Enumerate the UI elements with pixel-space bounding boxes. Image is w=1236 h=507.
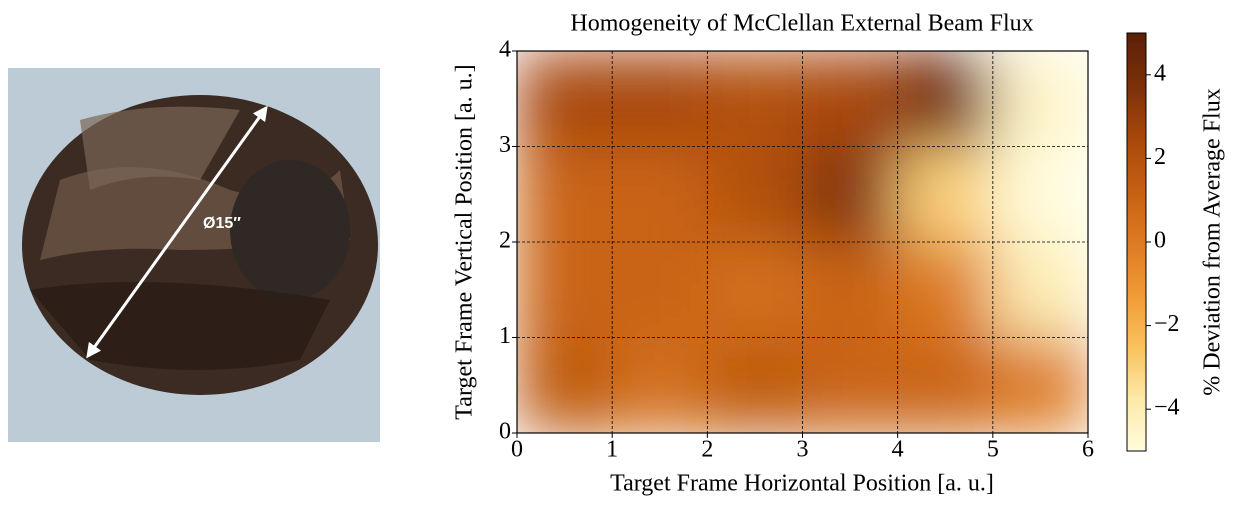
heatmap-cell xyxy=(612,147,708,243)
heatmap-cell xyxy=(993,338,1089,434)
colorbar-tick-label: −4 xyxy=(1154,395,1180,421)
x-tick-label: 0 xyxy=(511,437,523,463)
x-tick-label: 4 xyxy=(892,437,904,463)
chart-title: Homogeneity of McClellan External Beam F… xyxy=(570,11,1033,37)
heatmap-cell xyxy=(517,242,613,338)
heatmap-cell xyxy=(993,51,1089,147)
photo: Ø15″ xyxy=(8,68,380,442)
heatmap-cell xyxy=(707,51,803,147)
x-tick-label: 6 xyxy=(1082,437,1094,463)
x-axis-label: Target Frame Horizontal Position [a. u.] xyxy=(610,471,994,497)
y-tick-label: 4 xyxy=(499,37,511,63)
heatmap-cell xyxy=(517,147,613,243)
heatmap-cell xyxy=(898,338,994,434)
colorbar xyxy=(1127,33,1146,451)
x-tick-label: 1 xyxy=(606,437,618,463)
heatmap-cell xyxy=(803,338,899,434)
y-tick-label: 3 xyxy=(499,132,511,158)
heatmap-cell xyxy=(803,51,899,147)
y-tick-label: 2 xyxy=(499,228,511,254)
x-tick-label: 3 xyxy=(797,437,809,463)
heatmap-cell xyxy=(803,242,899,338)
heatmap-cell xyxy=(612,338,708,434)
heatmap-cell xyxy=(707,338,803,434)
x-tick-label: 2 xyxy=(701,437,713,463)
heatmap-cell xyxy=(993,242,1089,338)
x-tick-label: 5 xyxy=(987,437,999,463)
heatmap-cell xyxy=(993,147,1089,243)
colorbar-tick-label: 2 xyxy=(1154,144,1166,170)
colorbar-tick-label: 4 xyxy=(1154,60,1166,86)
colorbar-tick-label: −2 xyxy=(1154,311,1180,337)
heatmap-cell xyxy=(517,51,613,147)
heatmap-cell xyxy=(898,147,994,243)
heatmap-cell xyxy=(517,338,613,434)
heatmap-cell xyxy=(707,147,803,243)
heatmap-cell xyxy=(898,51,994,147)
y-axis-label: Target Frame Vertical Position [a. u.] xyxy=(452,64,478,419)
colorbar-label: % Deviation from Average Flux xyxy=(1200,88,1226,395)
colorbar-tick-label: 0 xyxy=(1154,228,1166,254)
heatmap-cell xyxy=(707,242,803,338)
photo-label: Ø15″ xyxy=(203,215,241,232)
heatmap-cell xyxy=(898,242,994,338)
figure: Ø15″ Homogeneity of McClellan External B… xyxy=(0,0,1236,502)
heatmap-cell xyxy=(803,147,899,243)
heatmap-cell xyxy=(612,51,708,147)
y-tick-label: 1 xyxy=(499,323,511,349)
heatmap-cell xyxy=(612,242,708,338)
y-tick-label: 0 xyxy=(499,419,511,445)
